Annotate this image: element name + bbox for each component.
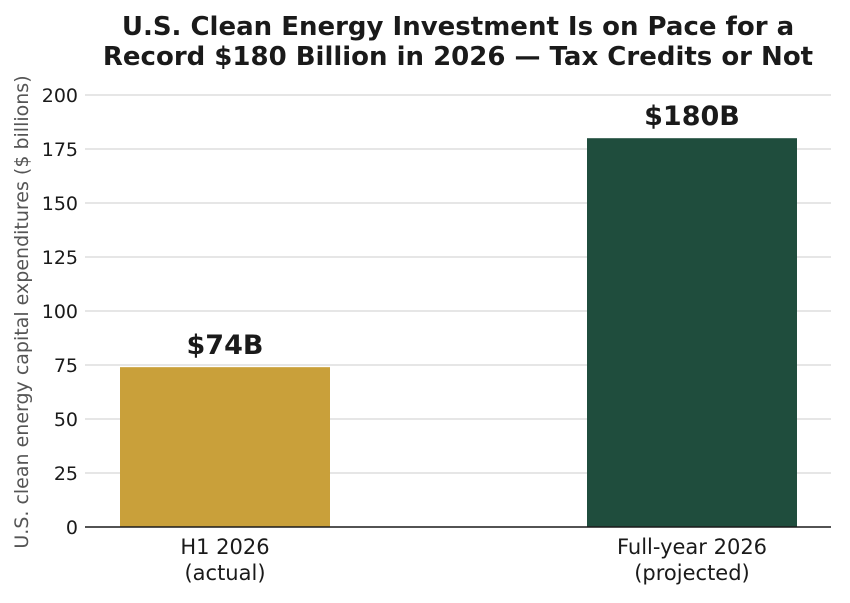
- chart-title-line-1: U.S. Clean Energy Investment Is on Pace …: [122, 12, 794, 42]
- y-tick-label: 75: [54, 355, 78, 377]
- y-axis-label: U.S. clean energy capital expenditures (…: [11, 75, 33, 548]
- bar: [587, 138, 797, 527]
- y-tick-labels: 0 25 50 75 100 125 150 175 200: [42, 85, 78, 539]
- y-tick-label: 100: [42, 301, 78, 323]
- category-labels: H1 2026(actual) Full-year 2026(projected): [180, 535, 767, 585]
- bar: [120, 367, 330, 527]
- bars: [120, 138, 797, 527]
- category-label: Full-year 2026: [617, 535, 767, 559]
- y-tick-label: 150: [42, 193, 78, 215]
- data-labels: $74B $180B: [187, 101, 740, 361]
- data-label: $180B: [644, 101, 740, 132]
- category-label: (projected): [634, 561, 750, 585]
- y-tick-label: 125: [42, 247, 78, 269]
- y-tick-label: 0: [66, 517, 78, 539]
- y-tick-label: 50: [54, 409, 78, 431]
- chart-title-line-2: Record $180 Billion in 2026 — Tax Credit…: [103, 42, 813, 72]
- y-tick-label: 200: [42, 85, 78, 107]
- data-label: $74B: [187, 330, 264, 361]
- y-tick-label: 175: [42, 139, 78, 161]
- y-tick-label: 25: [54, 463, 78, 485]
- category-label: (actual): [184, 561, 265, 585]
- category-label: H1 2026: [180, 535, 269, 559]
